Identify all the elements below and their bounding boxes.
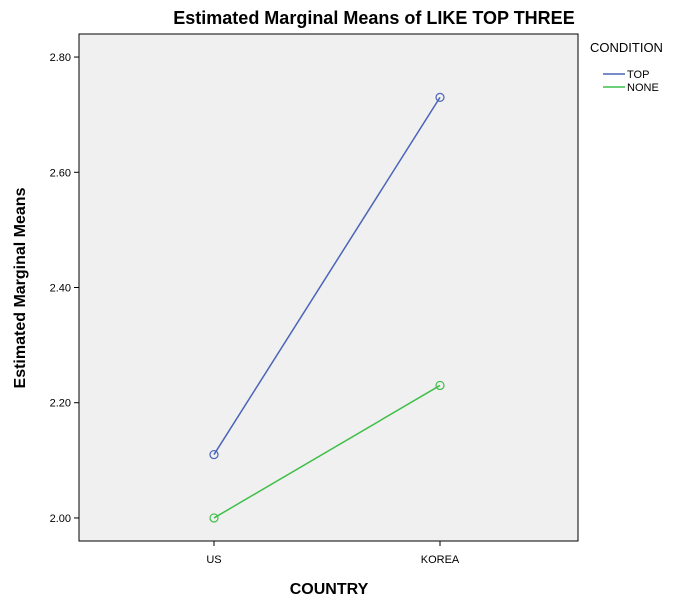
y-tick-label: 2.60 bbox=[50, 167, 71, 179]
data-point-top bbox=[209, 449, 219, 460]
x-tick-label: KOREA bbox=[421, 554, 460, 566]
x-axis-title: COUNTRY bbox=[290, 581, 369, 598]
y-axis: 2.00 2.20 2.40 2.60 2.80 bbox=[50, 52, 79, 525]
series-line-top bbox=[213, 96, 441, 455]
chart-title: Estimated Marginal Means of LIKE TOP THR… bbox=[173, 8, 574, 28]
data-point-none bbox=[209, 513, 219, 523]
y-tick-label: 2.80 bbox=[50, 52, 71, 64]
x-tick-label: US bbox=[206, 554, 221, 566]
y-tick-label: 2.00 bbox=[50, 513, 71, 525]
plot-area bbox=[78, 33, 579, 542]
data-point-none bbox=[435, 380, 445, 391]
series-layer bbox=[209, 92, 445, 523]
y-axis-title: Estimated Marginal Means bbox=[12, 187, 29, 388]
y-tick-label: 2.20 bbox=[50, 398, 71, 410]
legend-title: CONDITION bbox=[590, 40, 663, 55]
legend-label: TOP bbox=[627, 69, 649, 81]
x-axis: US KOREA bbox=[206, 541, 460, 566]
y-tick-label: 2.40 bbox=[50, 283, 71, 295]
series-line-none bbox=[213, 384, 441, 519]
data-point-top bbox=[435, 92, 445, 102]
legend-label: NONE bbox=[627, 82, 659, 94]
